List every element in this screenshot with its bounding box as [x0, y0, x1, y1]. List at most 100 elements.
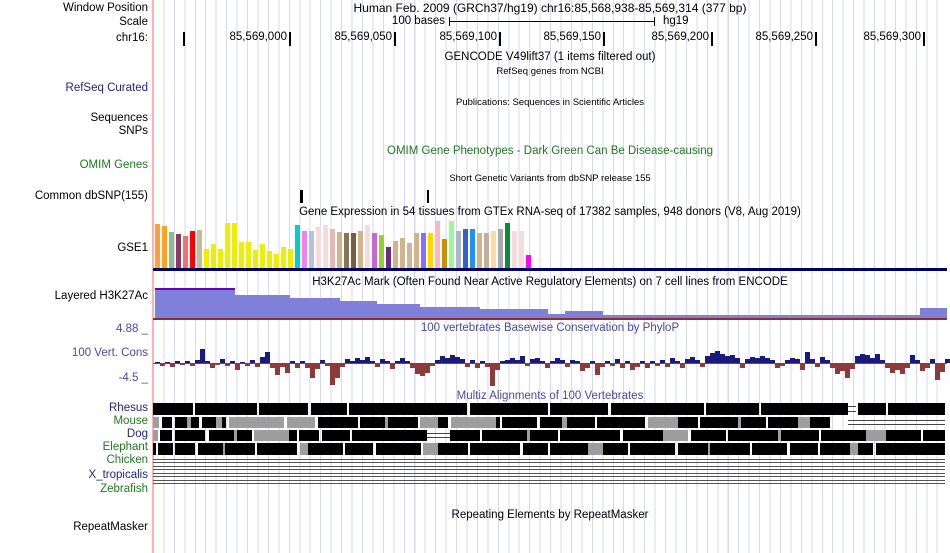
- multiz-align-segment: [597, 417, 645, 428]
- conservation-pos-bar: [695, 360, 700, 363]
- conservation-pos-bar: [860, 354, 865, 363]
- ruler-tick-label: 85,569,100: [439, 31, 497, 43]
- multiz-align-segment: [289, 430, 297, 441]
- track-label-dog[interactable]: Dog: [126, 428, 148, 440]
- conservation-pos-bar: [405, 361, 410, 363]
- track-label-vert-cons[interactable]: 100 Vert. Cons: [71, 347, 148, 359]
- conservation-pos-bar: [685, 359, 690, 363]
- conservation-neg-bar: [430, 364, 435, 366]
- track-label-snps[interactable]: SNPs: [118, 125, 148, 137]
- conservation-pos-bar: [505, 360, 510, 363]
- track-label-layered-h3k27ac[interactable]: Layered H3K27Ac: [54, 290, 148, 302]
- multiz-align-segment: [663, 430, 688, 441]
- dbsnp-variant-tick[interactable]: [427, 190, 429, 203]
- track-label-repeatmasker[interactable]: RepeatMasker: [73, 521, 148, 533]
- track-title-multiz-title: Multiz Alignments of 100 Vertebrates: [456, 390, 644, 402]
- multiz-align-segment: [308, 443, 343, 455]
- conservation-pos-bar: [365, 357, 370, 363]
- conservation-pos-bar: [790, 358, 795, 363]
- track-title-gtex-title: Gene Expression in 54 tissues from GTEx …: [299, 206, 801, 218]
- multiz-align-segment: [237, 430, 252, 441]
- gtex-bar: [281, 247, 286, 269]
- conservation-neg-bar: [885, 364, 890, 368]
- multiz-align-segment: [438, 443, 468, 455]
- conservation-pos-bar: [875, 354, 880, 363]
- track-label-mouse[interactable]: Mouse: [113, 415, 148, 427]
- conservation-pos-bar: [530, 359, 535, 363]
- gtex-bar: [330, 229, 335, 269]
- conservation-pos-bar: [710, 353, 715, 363]
- conservation-pos-bar: [825, 360, 830, 363]
- multiz-align-segment: [798, 417, 810, 428]
- conservation-pos-bar: [470, 360, 475, 363]
- ruler-tick-mark: [183, 32, 185, 46]
- gtex-bar: [379, 235, 384, 269]
- conservation-pos-bar: [865, 355, 870, 363]
- gtex-bar: [267, 251, 272, 269]
- conservation-pos-bar: [450, 355, 455, 363]
- conservation-pos-bar: [355, 358, 360, 363]
- scale-bar-left-cap: [449, 17, 450, 26]
- multiz-gap-line: [153, 473, 945, 474]
- conservation-pos-bar: [805, 352, 810, 363]
- multiz-align-segment: [450, 430, 480, 441]
- multiz-align-segment: [254, 430, 289, 441]
- multiz-align-segment: [216, 417, 222, 428]
- gtex-bar: [162, 226, 167, 269]
- track-label-elephant[interactable]: Elephant: [102, 441, 148, 453]
- multiz-align-segment: [710, 443, 750, 455]
- conservation-neg-bar: [635, 364, 640, 367]
- multiz-align-segment: [385, 417, 388, 428]
- track-label-sequences[interactable]: Sequences: [90, 112, 148, 124]
- conservation-neg-bar: [645, 364, 650, 368]
- conservation-neg-bar: [415, 364, 420, 374]
- multiz-align-segment: [175, 417, 187, 428]
- gtex-bar: [253, 250, 258, 269]
- track-label-x-tropicalis[interactable]: X_tropicalis: [88, 469, 148, 481]
- track-label-scale: Scale: [119, 16, 148, 28]
- track-label-rhesus[interactable]: Rhesus: [109, 402, 148, 414]
- conservation-neg-bar: [310, 364, 315, 378]
- track-label-cons-max: 4.88 _: [116, 323, 148, 335]
- multiz-gap-line: [848, 424, 945, 425]
- multiz-align-segment: [482, 430, 527, 441]
- conservation-pos-bar: [675, 361, 680, 363]
- multiz-gap-line: [848, 420, 945, 421]
- multiz-align-segment: [550, 443, 588, 455]
- conservation-pos-bar: [570, 360, 575, 363]
- track-label-refseq-curated[interactable]: RefSeq Curated: [65, 82, 148, 94]
- ruler-tick-label: 85,569,000: [229, 31, 287, 43]
- multiz-align-segment: [388, 417, 418, 428]
- track-label-omim-genes[interactable]: OMIM Genes: [79, 159, 148, 171]
- track-label-cons-min: -4.5 _: [118, 372, 148, 384]
- gtex-bar: [407, 243, 412, 269]
- track-label-chicken[interactable]: Chicken: [106, 454, 148, 466]
- conservation-pos-bar: [195, 360, 200, 363]
- gtex-bar: [400, 238, 405, 269]
- h3k27ac-step: [565, 311, 603, 318]
- track-label-gse1[interactable]: GSE1: [117, 242, 148, 254]
- conservation-neg-bar: [835, 364, 840, 374]
- conservation-pos-bar: [880, 360, 885, 363]
- multiz-align-segment: [223, 443, 225, 455]
- conservation-neg-bar: [940, 364, 945, 372]
- conservation-neg-bar: [495, 364, 500, 370]
- multiz-align-segment: [376, 443, 421, 455]
- gtex-bar: [512, 231, 517, 269]
- h3k27ac-peak-line: [155, 288, 235, 290]
- conservation-pos-bar: [720, 354, 725, 363]
- track-label-window-position: Window Position: [62, 2, 148, 14]
- conservation-pos-bar: [240, 362, 245, 363]
- h3k27ac-step: [603, 315, 920, 318]
- multiz-align-segment: [175, 430, 205, 441]
- gtex-bar: [183, 236, 188, 269]
- gtex-bar: [190, 231, 195, 269]
- track-label-zebrafish[interactable]: Zebrafish: [100, 483, 148, 495]
- conservation-neg-bar: [600, 364, 605, 367]
- track-label-common-dbsnp[interactable]: Common dbSNP(155): [34, 190, 148, 202]
- conservation-pos-bar: [810, 359, 815, 363]
- dbsnp-variant-tick[interactable]: [300, 190, 303, 203]
- conservation-pos-bar: [480, 361, 485, 363]
- track-title-omim-phenotypes: OMIM Gene Phenotypes - Dark Green Can Be…: [387, 145, 713, 157]
